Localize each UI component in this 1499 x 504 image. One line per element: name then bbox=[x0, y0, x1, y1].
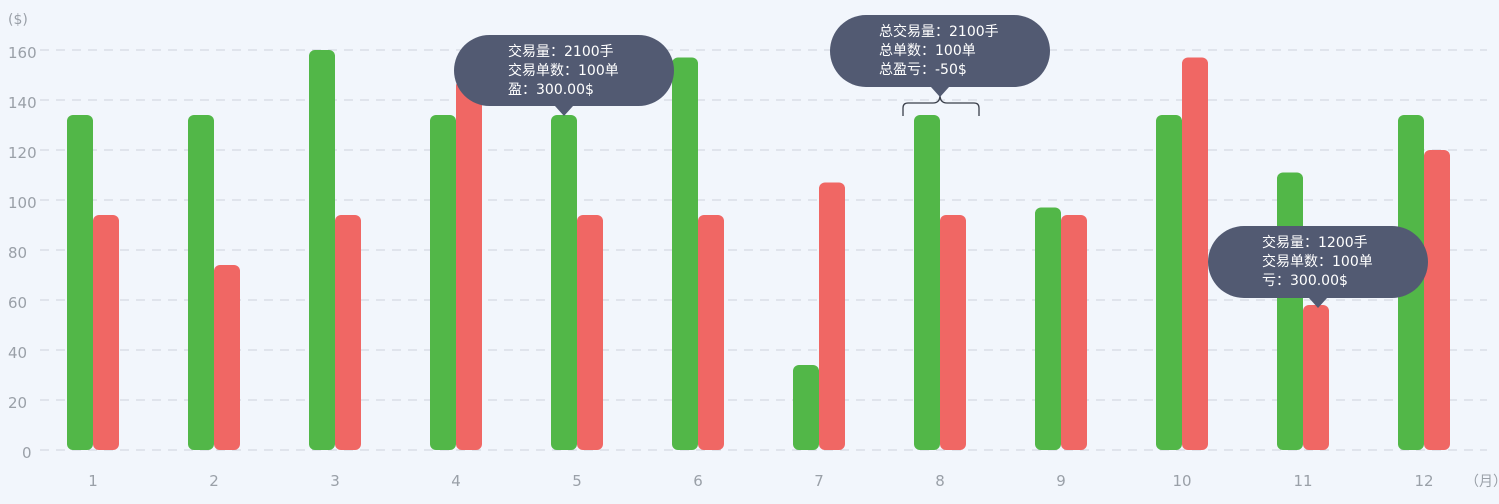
tooltip-line: 总单数：100单 bbox=[879, 43, 976, 59]
y-tick-label: 120 bbox=[8, 144, 37, 162]
x-tick-label: 3 bbox=[330, 472, 340, 490]
green-bar-11[interactable] bbox=[1277, 172, 1303, 451]
tooltip-month-5: 交易量：2100手 交易单数：100单 盈：300.00$ bbox=[454, 35, 674, 116]
green-bar-3[interactable] bbox=[309, 50, 335, 450]
tooltip-line: 交易量：2100手 bbox=[508, 44, 614, 60]
red-bar-6[interactable] bbox=[698, 215, 724, 450]
x-tick-label: 4 bbox=[451, 472, 461, 490]
y-axis-ticks: 0 20 40 60 80 100 120 140 160 bbox=[8, 44, 37, 462]
x-tick-label: 11 bbox=[1293, 472, 1312, 490]
green-bar-5[interactable] bbox=[551, 115, 577, 450]
bars bbox=[67, 50, 1450, 450]
tooltip-pointer bbox=[931, 87, 949, 97]
y-tick-label: 0 bbox=[22, 444, 32, 462]
green-bar-8[interactable] bbox=[914, 115, 940, 450]
x-axis-unit: （月） bbox=[1465, 474, 1499, 490]
x-tick-label: 5 bbox=[572, 472, 582, 490]
x-tick-label: 10 bbox=[1172, 472, 1191, 490]
y-tick-label: 160 bbox=[8, 44, 37, 62]
x-tick-label: 6 bbox=[693, 472, 703, 490]
x-tick-label: 8 bbox=[935, 472, 945, 490]
tooltip-line: 交易单数：100单 bbox=[508, 63, 619, 79]
y-tick-label: 80 bbox=[8, 244, 27, 262]
y-tick-label: 60 bbox=[8, 294, 27, 312]
red-bar-8[interactable] bbox=[940, 215, 966, 450]
green-bar-10[interactable] bbox=[1156, 115, 1182, 450]
red-bar-7[interactable] bbox=[819, 182, 845, 451]
red-bar-2[interactable] bbox=[214, 265, 240, 450]
green-bar-2[interactable] bbox=[188, 115, 214, 450]
tooltip-month-11: 交易量：1200手 交易单数：100单 亏：300.00$ bbox=[1208, 226, 1428, 308]
grid-lines bbox=[40, 49, 1487, 451]
x-tick-label: 7 bbox=[814, 472, 824, 490]
tooltip-line: 交易单数：100单 bbox=[1262, 254, 1373, 270]
green-bar-9[interactable] bbox=[1035, 207, 1061, 451]
red-bar-12[interactable] bbox=[1424, 150, 1450, 450]
y-axis-unit: ($) bbox=[8, 12, 28, 28]
green-bar-6[interactable] bbox=[672, 57, 698, 451]
green-bar-7[interactable] bbox=[793, 365, 819, 450]
x-tick-label: 12 bbox=[1414, 472, 1433, 490]
red-bar-1[interactable] bbox=[93, 215, 119, 450]
tooltip-pointer bbox=[555, 106, 573, 116]
y-tick-label: 140 bbox=[8, 94, 37, 112]
x-tick-label: 2 bbox=[209, 472, 219, 490]
tooltip-line: 总交易量：2100手 bbox=[879, 24, 999, 40]
red-bar-3[interactable] bbox=[335, 215, 361, 450]
group-brace bbox=[902, 94, 980, 116]
tooltip-line: 总盈亏：-50$ bbox=[879, 62, 967, 78]
x-tick-label: 9 bbox=[1056, 472, 1066, 490]
green-bar-1[interactable] bbox=[67, 115, 93, 450]
tooltip-pointer bbox=[1309, 298, 1327, 308]
red-bar-5[interactable] bbox=[577, 215, 603, 450]
red-bar-4[interactable] bbox=[456, 80, 482, 450]
red-bar-11[interactable] bbox=[1303, 305, 1329, 450]
tooltip-line: 盈：300.00$ bbox=[508, 82, 594, 98]
y-tick-label: 40 bbox=[8, 344, 27, 362]
y-tick-label: 20 bbox=[8, 394, 27, 412]
tooltip-line: 交易量：1200手 bbox=[1262, 235, 1368, 251]
red-bar-10[interactable] bbox=[1182, 57, 1208, 451]
x-tick-label: 1 bbox=[88, 472, 98, 490]
tooltip-month-8-total: 总交易量：2100手 总单数：100单 总盈亏：-50$ bbox=[830, 15, 1050, 97]
red-bar-9[interactable] bbox=[1061, 215, 1087, 450]
green-bar-4[interactable] bbox=[430, 115, 456, 450]
y-tick-label: 100 bbox=[8, 194, 37, 212]
x-axis-ticks: 1 2 3 4 5 6 7 8 9 10 11 12 bbox=[88, 472, 1433, 490]
tooltip-line: 亏：300.00$ bbox=[1262, 273, 1348, 289]
